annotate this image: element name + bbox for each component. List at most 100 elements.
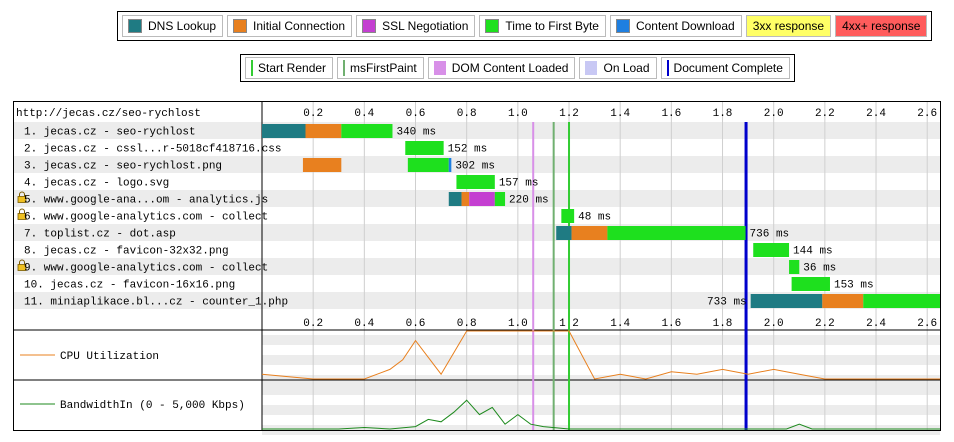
legend-item-3xx-response: 3xx response — [745, 15, 832, 37]
x-tick-label-bottom: 0.2 — [303, 318, 323, 330]
request-duration: 153 ms — [834, 280, 874, 292]
legend-item-start-render: Start Render — [245, 57, 334, 79]
x-tick-label-bottom: 0.4 — [354, 318, 374, 330]
request-bar-ttfb — [407, 158, 449, 172]
x-tick-label-bottom: 2.0 — [764, 318, 784, 330]
row-background — [13, 292, 941, 309]
request-label: 8. jecas.cz - favicon-32x32.png — [24, 246, 229, 258]
legend-label: 3xx response — [752, 19, 825, 33]
x-tick-label-top: 0.4 — [354, 108, 374, 120]
legend-swatch — [343, 60, 346, 76]
request-duration: 144 ms — [793, 246, 833, 258]
dom-content-loaded-line — [532, 122, 535, 430]
request-bar-ttfb — [405, 141, 444, 155]
legend-item-on-load: On Load — [579, 57, 657, 79]
legend-swatch — [433, 61, 446, 75]
page-url: http://jecas.cz/seo-rychlost — [16, 108, 201, 120]
x-tick-label-top: 0.6 — [406, 108, 426, 120]
request-label: 3. jecas.cz - seo-rychlost.png — [24, 161, 222, 173]
x-tick-label-bottom: 0.8 — [457, 318, 477, 330]
x-tick-label-top: 1.4 — [610, 108, 630, 120]
x-tick-label-bottom: 1.8 — [713, 318, 733, 330]
graph-stripe — [262, 355, 940, 365]
request-bar-ttfb — [494, 192, 506, 206]
x-tick-label-top: 1.0 — [508, 108, 528, 120]
legend-label: Time to First Byte — [505, 19, 599, 33]
request-label: 6. www.google-analytics.com - collect — [24, 212, 268, 224]
lock-icon-shackle — [19, 259, 25, 265]
request-bar-ttfb — [341, 124, 393, 138]
request-bar-ttfb — [791, 277, 830, 291]
x-tick-label-top: 2.4 — [866, 108, 886, 120]
request-label: 7. toplist.cz - dot.asp — [24, 229, 176, 241]
cpu-utilization-label: CPU Utilization — [60, 351, 159, 363]
request-duration: 220 ms — [509, 195, 549, 207]
request-duration: 733 ms — [707, 297, 747, 309]
bandwidth-in-label: BandwidthIn (0 - 5,000 Kbps) — [60, 400, 245, 412]
x-tick-label-bottom: 0.6 — [406, 318, 426, 330]
lock-icon — [17, 213, 27, 220]
request-duration: 48 ms — [578, 212, 611, 224]
legend-item-4xx-response: 4xx+ response — [835, 15, 928, 37]
legend-item-document-complete: Document Complete — [660, 57, 790, 79]
legend-swatch — [251, 60, 253, 76]
legend-item-msfirstpaint: msFirstPaint — [337, 57, 424, 79]
lock-icon-shackle — [19, 191, 25, 197]
request-duration: 36 ms — [803, 263, 836, 275]
legend-item-dns-lookup: DNS Lookup — [122, 15, 224, 37]
legend-label: Initial Connection — [253, 19, 346, 33]
x-tick-label-top: 0.2 — [303, 108, 323, 120]
request-label: 11. miniaplikace.bl...cz - counter_1.php — [24, 297, 288, 309]
legend-item-time-to-first-byte: Time to First Byte — [479, 15, 606, 37]
request-label: 2. jecas.cz - cssl...r-5018cf418716.css — [24, 144, 281, 156]
document-complete-line — [744, 122, 748, 430]
legend-swatch — [128, 19, 142, 33]
lock-icon-shackle — [19, 208, 25, 214]
x-tick-label-top: 1.6 — [661, 108, 681, 120]
legend-label: Start Render — [258, 61, 327, 75]
x-tick-label-bottom: 2.6 — [917, 318, 937, 330]
request-bar-ttfb — [456, 175, 495, 189]
chart-frame — [13, 101, 941, 431]
request-bar-ttfb — [789, 260, 800, 274]
legend-swatch — [233, 19, 248, 33]
x-tick-label-top: 2.6 — [917, 108, 937, 120]
legend-label: 4xx+ response — [842, 19, 921, 33]
request-bar-download — [448, 158, 452, 172]
graph-stripe — [262, 405, 940, 415]
legend-swatch — [485, 19, 500, 33]
legend-label: DOM Content Loaded — [451, 61, 569, 75]
legend-label: msFirstPaint — [350, 61, 417, 75]
request-label: 5. www.google-ana...om - analytics.js — [24, 195, 268, 207]
lock-icon — [17, 196, 27, 203]
x-tick-label-bottom: 1.0 — [508, 318, 528, 330]
x-tick-label-bottom: 1.6 — [661, 318, 681, 330]
request-bar-connect — [302, 158, 342, 172]
request-bar-ttfb — [561, 209, 575, 223]
x-tick-label-top: 1.2 — [559, 108, 579, 120]
request-duration: 157 ms — [499, 178, 539, 190]
lock-icon — [17, 264, 27, 271]
cpu-utilization-line — [261, 330, 940, 380]
request-bar-connect — [461, 192, 470, 206]
legend-item-ssl-negotiation: SSL Negotiation — [356, 15, 476, 37]
request-duration: 340 ms — [396, 127, 436, 139]
x-tick-label-bottom: 1.4 — [610, 318, 630, 330]
row-background — [13, 122, 941, 139]
x-tick-label-bottom: 2.2 — [815, 318, 835, 330]
request-bar-ttfb — [607, 226, 746, 240]
request-label: 10. jecas.cz - favicon-16x16.png — [24, 280, 235, 292]
x-tick-label-top: 0.8 — [457, 108, 477, 120]
legend-label: On Load — [603, 61, 650, 75]
legend-item-initial-connection: Initial Connection — [227, 15, 353, 37]
request-bar-connect — [305, 124, 342, 138]
ms-first-paint-line — [552, 122, 555, 430]
legend-swatch — [362, 19, 377, 33]
request-bar-connect — [822, 294, 864, 308]
row-background — [13, 156, 941, 173]
request-bar-dns — [262, 124, 306, 138]
x-tick-label-top: 2.0 — [764, 108, 784, 120]
request-label: 1. jecas.cz - seo-rychlost — [24, 127, 196, 139]
legend-label: SSL Negotiation — [382, 19, 469, 33]
